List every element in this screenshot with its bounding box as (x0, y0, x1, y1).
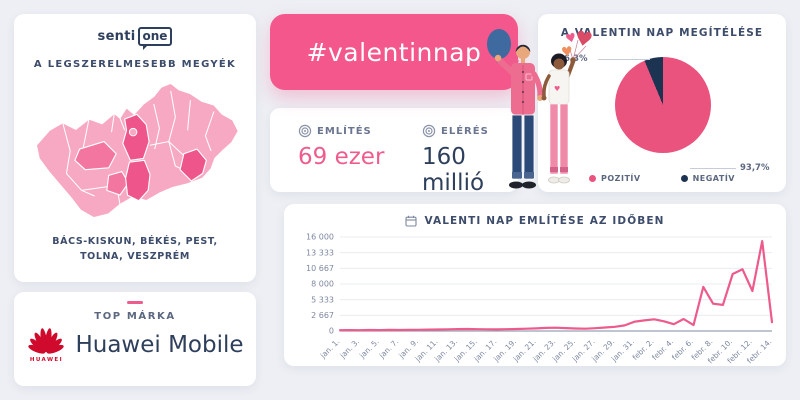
calendar-icon (405, 215, 418, 227)
mentions-stat: EMLÍTÉS 69 ezer (270, 108, 394, 192)
svg-text:jan. 7.: jan. 7. (377, 337, 401, 361)
county-pest (122, 113, 150, 161)
negative-leader-line (598, 59, 650, 60)
pie-legend: POZITÍV NEGATÍV (538, 174, 786, 183)
svg-text:2 667: 2 667 (311, 311, 334, 320)
brand-dash (127, 301, 143, 304)
negative-legend-dot (680, 175, 688, 182)
sentiment-pie-chart (615, 57, 711, 153)
caption-line-2: TOLNA, VESZPRÉM (80, 251, 190, 263)
top-brand-card: TOP MÁRKA HUAWEI Huawei (14, 292, 256, 386)
legend-item-positive: POZITÍV (589, 174, 641, 183)
sentione-logo: senti one (14, 27, 256, 50)
svg-text:10 667: 10 667 (306, 264, 334, 273)
svg-text:jan. 3.: jan. 3. (337, 337, 361, 361)
brand-row: HUAWEI Huawei Mobile (14, 327, 256, 364)
county-bacs-kiskun (125, 159, 151, 202)
counties-caption: BÁCS-KISKUN, BÉKÉS, PEST, TOLNA, VESZPRÉ… (14, 234, 256, 264)
hashtag-text: #valentinnap (306, 37, 482, 67)
positive-legend-label: POZITÍV (601, 174, 641, 183)
reach-value: 160 millió (422, 144, 485, 196)
top-brand-name: Huawei Mobile (75, 332, 244, 359)
hashtag-banner: #valentinnap (270, 14, 518, 90)
caption-line-1: BÁCS-KISKUN, BÉKÉS, PEST, (52, 236, 218, 247)
svg-text:5 333: 5 333 (311, 295, 334, 304)
huawei-logo: HUAWEI (26, 327, 66, 364)
mentions-value: 69 ezer (298, 144, 385, 170)
positive-leader-line (690, 168, 736, 169)
mentions-over-time-card: 16 000 13 333 10 667 8 000 5 333 2 667 0 jan. 1… (284, 204, 786, 366)
svg-text:♥: ♥ (564, 30, 578, 46)
reach-label: ELÉRÉS (441, 125, 489, 137)
counties-card: senti one A LEGSZERELMESEBB MEGYÉK (14, 14, 256, 282)
pie-title: A VALENTIN NAP MEGÍTÉLÉSE (560, 27, 764, 39)
svg-text:16 000: 16 000 (306, 233, 334, 242)
county-tolna (106, 171, 129, 196)
svg-text:jan. 5.: jan. 5. (357, 337, 381, 361)
man-figure (494, 44, 543, 189)
couple-illustration: ♥ (483, 16, 603, 198)
svg-text:13 333: 13 333 (306, 248, 334, 257)
mention-icon (298, 124, 312, 138)
mentions-label: EMLÍTÉS (317, 125, 372, 137)
couple-illustration-svg: ♥ (487, 25, 595, 189)
legend-item-negative: NEGATÍV (680, 174, 735, 183)
svg-text:8 000: 8 000 (311, 280, 334, 289)
negative-legend-label: NEGATÍV (692, 174, 735, 183)
huawei-wordmark: HUAWEI (29, 357, 64, 363)
svg-text:0: 0 (329, 327, 334, 336)
svg-text:jan. 1.: jan. 1. (318, 337, 342, 361)
shirt-heart-icon: ♥ (554, 85, 560, 93)
line-chart-title: VALENTI NAP EMLÍTÉSE AZ IDŐBEN (424, 215, 665, 227)
positive-legend-dot (589, 175, 596, 182)
mentions-head: EMLÍTÉS (298, 124, 394, 138)
hungary-map-svg (35, 82, 239, 219)
reach-head: ELÉRÉS (422, 124, 518, 138)
svg-text:♥: ♥ (573, 25, 595, 52)
reach-icon (422, 124, 436, 138)
hungary-map (27, 74, 243, 226)
huawei-flower-icon (28, 328, 65, 354)
positive-percent-label: 93,7% (740, 163, 770, 173)
top-brand-label: TOP MÁRKA (94, 311, 176, 322)
budapest-cutout (128, 127, 138, 137)
county-bekes (179, 148, 207, 182)
logo-one-bubble: one (137, 27, 173, 50)
stats-card: EMLÍTÉS 69 ezer ELÉRÉS 160 millió (270, 108, 518, 196)
highlighted-counties (74, 113, 207, 202)
county-veszprem (74, 140, 117, 171)
reach-stat: ELÉRÉS 160 millió (394, 108, 518, 196)
woman-figure: ♥ (541, 53, 576, 184)
sentiment-pie-card: A VALENTIN NAP MEGÍTÉLÉSE 6,3% 93,7% POZ… (538, 14, 786, 192)
logo-senti-text: senti (97, 29, 136, 44)
heart-balloons-icon: ♥ ♥ ♥ (561, 25, 595, 60)
line-chart-title-row: VALENTI NAP EMLÍTÉSE AZ IDŐBEN (284, 215, 786, 227)
negative-percent-label: 6,3% (564, 54, 588, 64)
counties-title: A LEGSZERELMESEBB MEGYÉK (33, 59, 237, 70)
